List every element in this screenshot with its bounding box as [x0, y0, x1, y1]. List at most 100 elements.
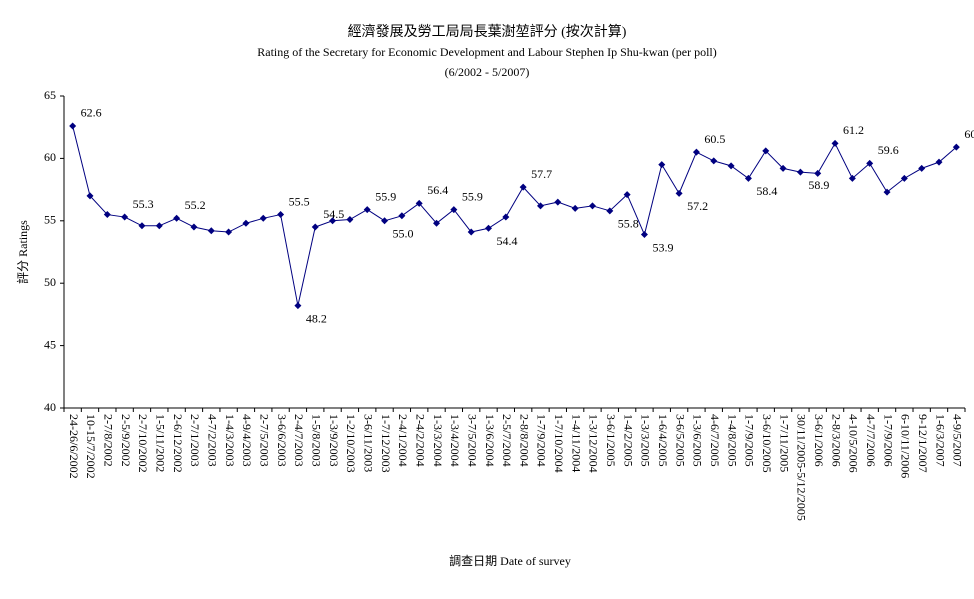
x-tick-label: 1-7/9/2004: [535, 414, 549, 467]
marker: [381, 217, 389, 225]
marker: [554, 198, 562, 206]
x-tick-label: 2-4/7/2003: [292, 414, 306, 467]
x-tick-label: 1-3/6/2005: [691, 414, 705, 467]
chart-title: 經濟發展及勞工局局長葉澍堃評分 (按次計算): [348, 24, 627, 40]
x-tick-label: 3-6/5/2005: [673, 414, 687, 467]
x-tick-label: 1-5/11/2002: [154, 414, 168, 472]
data-label: 57.2: [687, 199, 708, 213]
x-tick-label: 1-2/10/2003: [344, 414, 358, 473]
data-label: 55.8: [618, 217, 639, 231]
y-tick-label: 55: [44, 213, 56, 227]
data-label: 62.6: [81, 106, 102, 120]
x-tick-label: 30/11/2005-5/12/2005: [795, 414, 809, 521]
marker: [259, 214, 267, 222]
x-tick-label: 3-6/11/2003: [361, 414, 375, 472]
x-tick-label: 2-7/5/2003: [258, 414, 272, 467]
x-tick-label: 4-7/7/2006: [864, 414, 878, 467]
y-axis-title: 評分 Ratings: [15, 220, 30, 284]
x-axis-title: 調查日期 Date of survey: [449, 554, 571, 568]
marker: [883, 188, 891, 196]
data-label: 55.9: [462, 189, 483, 203]
data-label: 60.5: [704, 132, 725, 146]
marker: [450, 206, 458, 214]
data-label: 55.0: [393, 227, 414, 241]
x-tick-label: 2-7/10/2002: [136, 414, 150, 473]
data-label: 55.2: [185, 198, 206, 212]
x-tick-label: 1-7/10/2004: [552, 414, 566, 473]
x-tick-label: 4-10/5/2006: [847, 414, 861, 473]
marker: [502, 213, 510, 221]
marker: [623, 191, 631, 199]
x-tick-label: 4-9/4/2003: [240, 414, 254, 467]
x-tick-label: 1-7/9/2005: [743, 414, 757, 467]
marker: [329, 217, 337, 225]
data-label: 58.4: [756, 184, 777, 198]
y-tick-label: 45: [44, 337, 56, 351]
data-label: 56.4: [427, 183, 448, 197]
x-tick-label: 2-5/9/2002: [119, 414, 133, 467]
marker: [918, 164, 926, 172]
x-tick-label: 1-7/12/2003: [379, 414, 393, 473]
x-tick-label: 3-6/10/2005: [760, 414, 774, 473]
data-label: 55.3: [133, 197, 154, 211]
marker: [675, 189, 683, 197]
marker: [155, 222, 163, 230]
data-label: 58.9: [808, 178, 829, 192]
marker: [173, 214, 181, 222]
data-label: 57.7: [531, 167, 552, 181]
data-label: 55.5: [289, 194, 310, 208]
y-tick-label: 60: [44, 150, 56, 164]
marker: [86, 192, 94, 200]
x-tick-label: 1-6/4/2005: [656, 414, 670, 467]
marker: [277, 211, 285, 219]
x-tick-label: 24-26/6/2002: [67, 414, 81, 479]
x-tick-label: 2-7/1/2003: [188, 414, 202, 467]
marker: [744, 174, 752, 182]
data-label: 55.9: [375, 189, 396, 203]
x-tick-label: 1-7/11/2005: [777, 414, 791, 472]
marker: [779, 164, 787, 172]
x-tick-label: 1-3/4/2004: [448, 414, 462, 467]
marker: [207, 227, 215, 235]
marker: [831, 139, 839, 147]
chart-subtitle: Rating of the Secretary for Economic Dev…: [257, 45, 717, 59]
marker: [69, 122, 77, 130]
marker: [467, 228, 475, 236]
marker: [433, 219, 441, 227]
x-tick-label: 6-10/11/2006: [899, 414, 913, 478]
x-tick-label: 1-6/3/2007: [933, 414, 947, 467]
x-tick-label: 2-8/3/2006: [829, 414, 843, 467]
x-tick-label: 1-3/12/2004: [587, 414, 601, 473]
marker: [727, 162, 735, 170]
data-label: 59.6: [878, 143, 899, 157]
marker: [485, 224, 493, 232]
marker: [935, 158, 943, 166]
x-tick-label: 1-5/8/2003: [309, 414, 323, 467]
x-tick-label: 1-3/3/2004: [431, 414, 445, 467]
x-tick-label: 9-12/1/2007: [916, 414, 930, 473]
x-tick-label: 1-4/11/2004: [569, 414, 583, 472]
marker: [640, 231, 648, 239]
x-tick-label: 1-4/8/2005: [725, 414, 739, 467]
marker: [346, 216, 354, 224]
y-tick-label: 65: [44, 88, 56, 102]
marker: [242, 219, 250, 227]
marker: [398, 212, 406, 220]
marker: [848, 174, 856, 182]
marker: [294, 302, 302, 310]
x-tick-label: 2-4/1/2004: [396, 414, 410, 467]
x-tick-label: 2-5/7/2004: [500, 414, 514, 467]
x-tick-label: 3-6/1/2005: [604, 414, 618, 467]
x-tick-label: 3-6/1/2006: [812, 414, 826, 467]
marker: [571, 204, 579, 212]
x-tick-label: 2-6/12/2002: [171, 414, 185, 473]
x-tick-label: 3-7/5/2004: [465, 414, 479, 467]
data-label: 60.9: [964, 127, 974, 141]
x-tick-label: 2-4/2/2004: [413, 414, 427, 467]
marker: [814, 169, 822, 177]
marker: [536, 202, 544, 210]
marker: [796, 168, 804, 176]
marker: [225, 228, 233, 236]
data-label: 48.2: [306, 311, 327, 325]
